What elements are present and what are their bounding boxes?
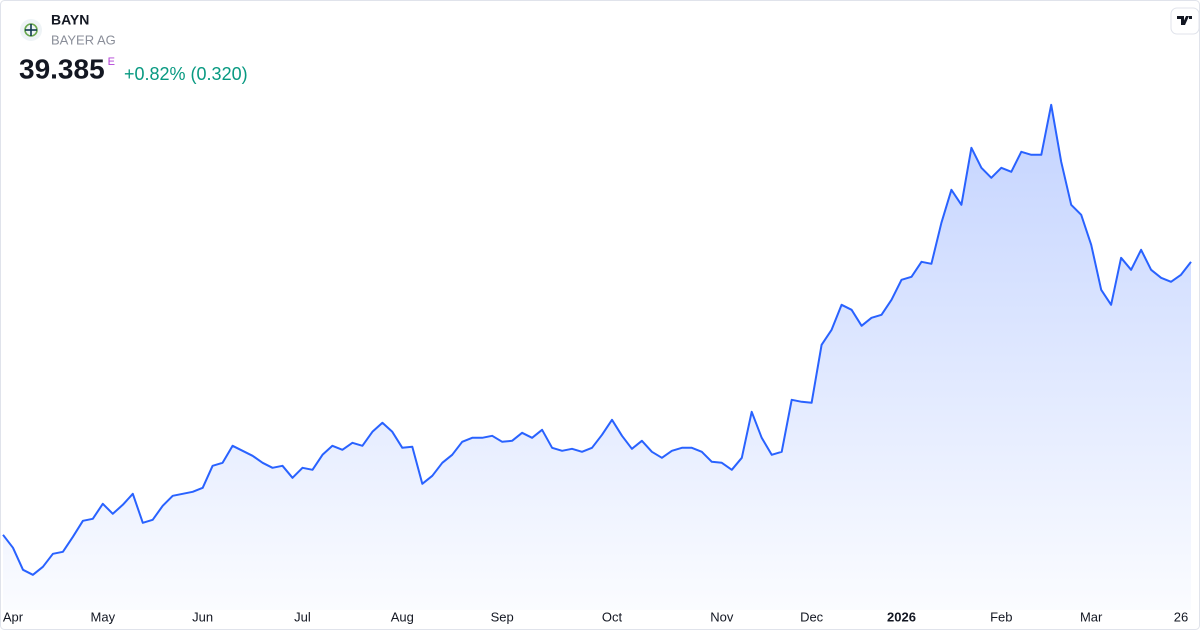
x-tick-label: Oct — [602, 609, 623, 624]
x-tick-label: Apr — [3, 609, 24, 624]
x-tick-label: Sep — [491, 609, 514, 624]
x-tick-label: Nov — [710, 609, 734, 624]
x-tick-label: Dec — [800, 609, 824, 624]
area-fill — [3, 104, 1191, 611]
price: 39.385 — [19, 53, 105, 84]
plot: Apr May Jun Jul Aug Sep Oct Nov Dec 2026 Feb Mar 26 — [2, 103, 1192, 624]
company-name: BAYER AG — [51, 32, 116, 47]
price-line — [2, 103, 1192, 576]
price-flag: E — [108, 56, 115, 68]
symbol: BAYN — [51, 12, 89, 28]
x-tick-label: Jul — [294, 609, 311, 624]
x-tick-label: 2026 — [887, 609, 916, 624]
tradingview-button[interactable] — [1170, 7, 1200, 35]
x-tick-label: May — [91, 609, 116, 624]
x-tick-label: Feb — [990, 609, 1012, 624]
x-tick-label: Mar — [1080, 609, 1103, 624]
logo — [20, 19, 42, 41]
change: +0.82% (0.320) — [124, 64, 248, 84]
x-tick-label: Aug — [391, 609, 414, 624]
x-tick-label: 26 — [1174, 609, 1188, 624]
x-tick-label: Jun — [192, 609, 213, 624]
